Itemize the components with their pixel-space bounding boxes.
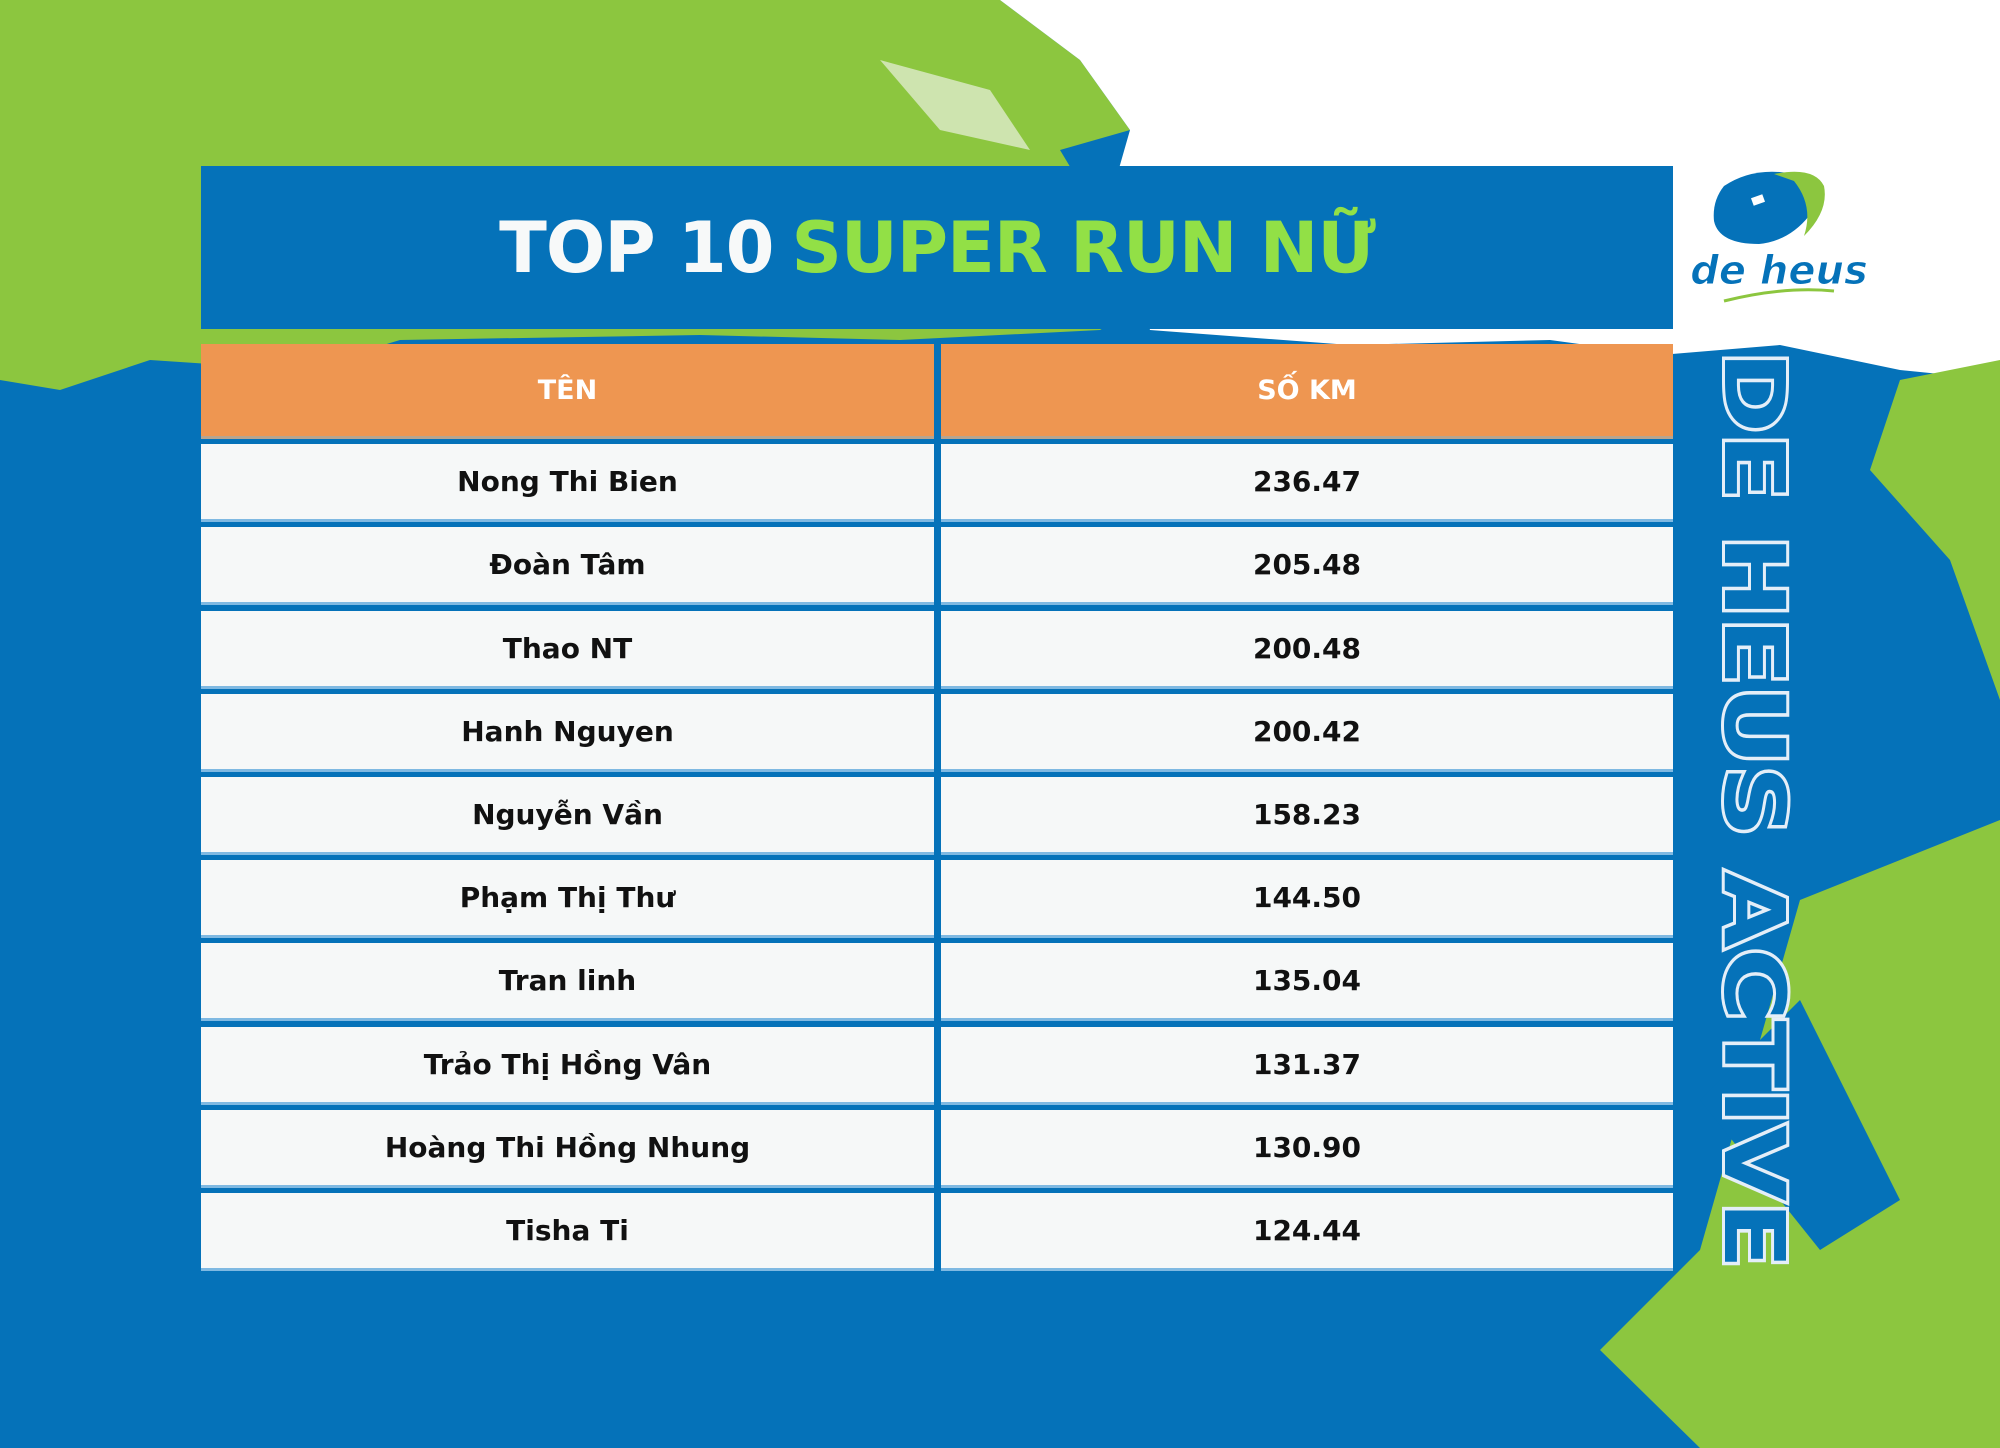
vertical-brand-text: DE HEUS ACTIVE — [1705, 351, 1801, 1269]
cell-km: 144.50 — [941, 860, 1673, 939]
cell-km: 124.44 — [941, 1192, 1673, 1271]
table-row: Hoàng Thi Hồng Nhung 130.90 — [201, 1109, 1673, 1188]
cell-km: 200.48 — [941, 610, 1673, 689]
table-row: Thao NT 200.48 — [201, 610, 1673, 689]
cell-km: 135.04 — [941, 943, 1673, 1022]
cell-name: Đoàn Tâm — [201, 527, 934, 606]
logo-text: de heus — [1690, 248, 1868, 294]
table-row: Nguyễn Vần 158.23 — [201, 776, 1673, 855]
cell-km: 236.47 — [941, 444, 1673, 523]
cell-km: 158.23 — [941, 776, 1673, 855]
cell-km: 200.42 — [941, 693, 1673, 772]
cell-km: 130.90 — [941, 1109, 1673, 1188]
table-row: Tisha Ti 124.44 — [201, 1192, 1673, 1271]
page-title: TOP 10 SUPER RUN NỮ — [201, 166, 1673, 329]
cell-name: Nong Thi Bien — [201, 444, 934, 523]
de-heus-active-vertical-text: DE HEUS ACTIVE — [1705, 351, 1801, 1269]
cell-name: Thao NT — [201, 610, 934, 689]
cell-name: Hoàng Thi Hồng Nhung — [201, 1109, 934, 1188]
leaderboard-table: TÊN SỐ KM Nong Thi Bien 236.47 Đoàn Tâm 20… — [201, 344, 1673, 1271]
table-row: Đoàn Tâm 205.48 — [201, 527, 1673, 606]
cell-name: Hanh Nguyen — [201, 693, 934, 772]
table-header: TÊN SỐ KM — [201, 344, 1673, 439]
cell-name: Nguyễn Vần — [201, 776, 934, 855]
cell-name: Tran linh — [201, 943, 934, 1022]
title-white-part: TOP 10 — [499, 206, 774, 289]
cell-name: Tisha Ti — [201, 1192, 934, 1271]
cell-km: 131.37 — [941, 1026, 1673, 1105]
header-km: SỐ KM — [941, 344, 1673, 439]
title-green-part: SUPER RUN NỮ — [791, 206, 1375, 289]
cell-name: Trảo Thị Hồng Vân — [201, 1026, 934, 1105]
de-heus-logo: de heus — [1690, 171, 1868, 303]
cell-km: 205.48 — [941, 527, 1673, 606]
table-row: Nong Thi Bien 236.47 — [201, 444, 1673, 523]
table-row: Hanh Nguyen 200.42 — [201, 693, 1673, 772]
header-name: TÊN — [201, 344, 934, 439]
table-row: Tran linh 135.04 — [201, 943, 1673, 1022]
table-row: Trảo Thị Hồng Vân 131.37 — [201, 1026, 1673, 1105]
table-row: Phạm Thị Thư 144.50 — [201, 860, 1673, 939]
cell-name: Phạm Thị Thư — [201, 860, 934, 939]
